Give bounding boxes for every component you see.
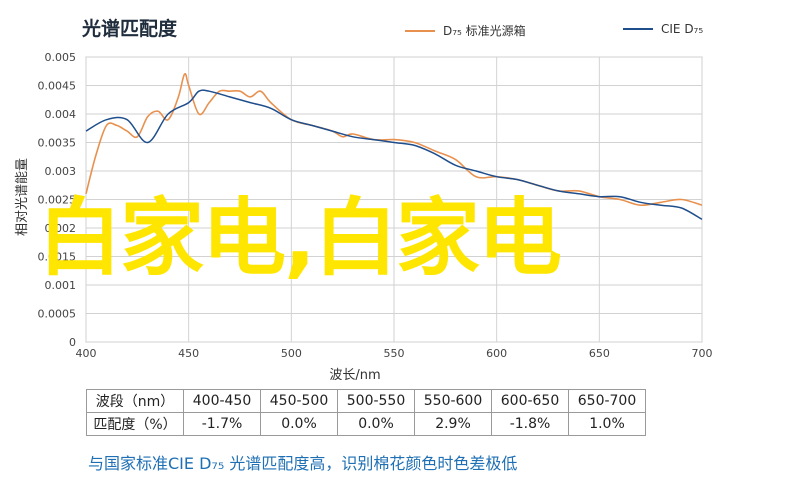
- x-tick-label: 500: [281, 347, 302, 360]
- y-tick-label: 0.0005: [38, 308, 77, 321]
- table-value: 1.0%: [568, 412, 646, 436]
- table-value: -1.7%: [183, 412, 261, 436]
- grid: [85, 56, 703, 343]
- y-tick-label: 0.0015: [38, 251, 77, 264]
- table-band: 500-550: [337, 389, 415, 413]
- chart-title: 光谱匹配度: [82, 18, 178, 40]
- x-axis-label: 波长/nm: [329, 368, 380, 380]
- x-tick-labels: 400 450 500 550 600 650 700: [76, 347, 713, 360]
- y-tick-label: 0.0035: [38, 137, 77, 150]
- y-tick-label: 0.003: [45, 165, 77, 178]
- y-axis-label: 相对光谱能量: [15, 158, 30, 236]
- legend-swatch-d75-box: [405, 29, 435, 32]
- table-band: 400-450: [183, 389, 261, 413]
- table-row-bands: 波段（nm） 400-450 450-500 500-550 550-600 6…: [86, 389, 646, 413]
- table-band: 600-650: [491, 389, 569, 413]
- table-value: -1.8%: [491, 412, 569, 436]
- legend-swatch-cie-d75: [623, 28, 653, 30]
- y-tick-label: 0.004: [45, 108, 77, 121]
- table-row-values: 匹配度（%） -1.7% 0.0% 0.0% 2.9% -1.8% 1.0%: [86, 412, 646, 436]
- table-value: 2.9%: [414, 412, 492, 436]
- watermark-overlay-text: 白家电,白家电: [38, 189, 562, 287]
- legend-item-d75-box: D₇₅ 标准光源箱: [405, 22, 526, 39]
- legend-label-d75-box: D₇₅ 标准光源箱: [443, 24, 526, 38]
- chart-plot: 0 0.0005 0.001 0.0015 0.002 0.0025 0.003 0.0035…: [15, 51, 713, 380]
- y-tick-labels: 0 0.0005 0.001 0.0015 0.002 0.0025 0.003 0.0035…: [38, 51, 77, 349]
- table-row-label: 匹配度（%）: [86, 412, 184, 436]
- footer-caption: 与国家标准CIE D₇₅ 光谱匹配度高，识别棉花颜色时色差极低: [88, 454, 518, 473]
- series-lines: [85, 72, 703, 221]
- y-tick-label: 0.005: [45, 51, 77, 64]
- y-tick-label: 0.0045: [38, 80, 77, 93]
- y-tick-label: 0.002: [45, 222, 77, 235]
- x-tick-label: 600: [486, 347, 507, 360]
- x-tick-label: 650: [589, 347, 610, 360]
- y-tick-label: 0.001: [45, 279, 77, 292]
- series-line-cie-d75: [85, 89, 703, 221]
- legend-label-cie-d75: CIE D₇₅: [661, 22, 704, 36]
- table-value: 0.0%: [260, 412, 338, 436]
- table-band: 450-500: [260, 389, 338, 413]
- y-tick-label: 0: [69, 336, 76, 349]
- x-tick-label: 400: [76, 347, 97, 360]
- y-tick-label: 0.0025: [38, 194, 77, 207]
- x-tick-label: 450: [178, 347, 199, 360]
- table-header-label: 波段（nm）: [86, 389, 184, 413]
- x-tick-label: 700: [692, 347, 713, 360]
- match-table: 波段（nm） 400-450 450-500 500-550 550-600 6…: [86, 389, 646, 436]
- table-band: 550-600: [414, 389, 492, 413]
- table-band: 650-700: [568, 389, 646, 413]
- x-tick-label: 550: [384, 347, 405, 360]
- table-value: 0.0%: [337, 412, 415, 436]
- legend-item-cie-d75: CIE D₇₅: [623, 22, 703, 36]
